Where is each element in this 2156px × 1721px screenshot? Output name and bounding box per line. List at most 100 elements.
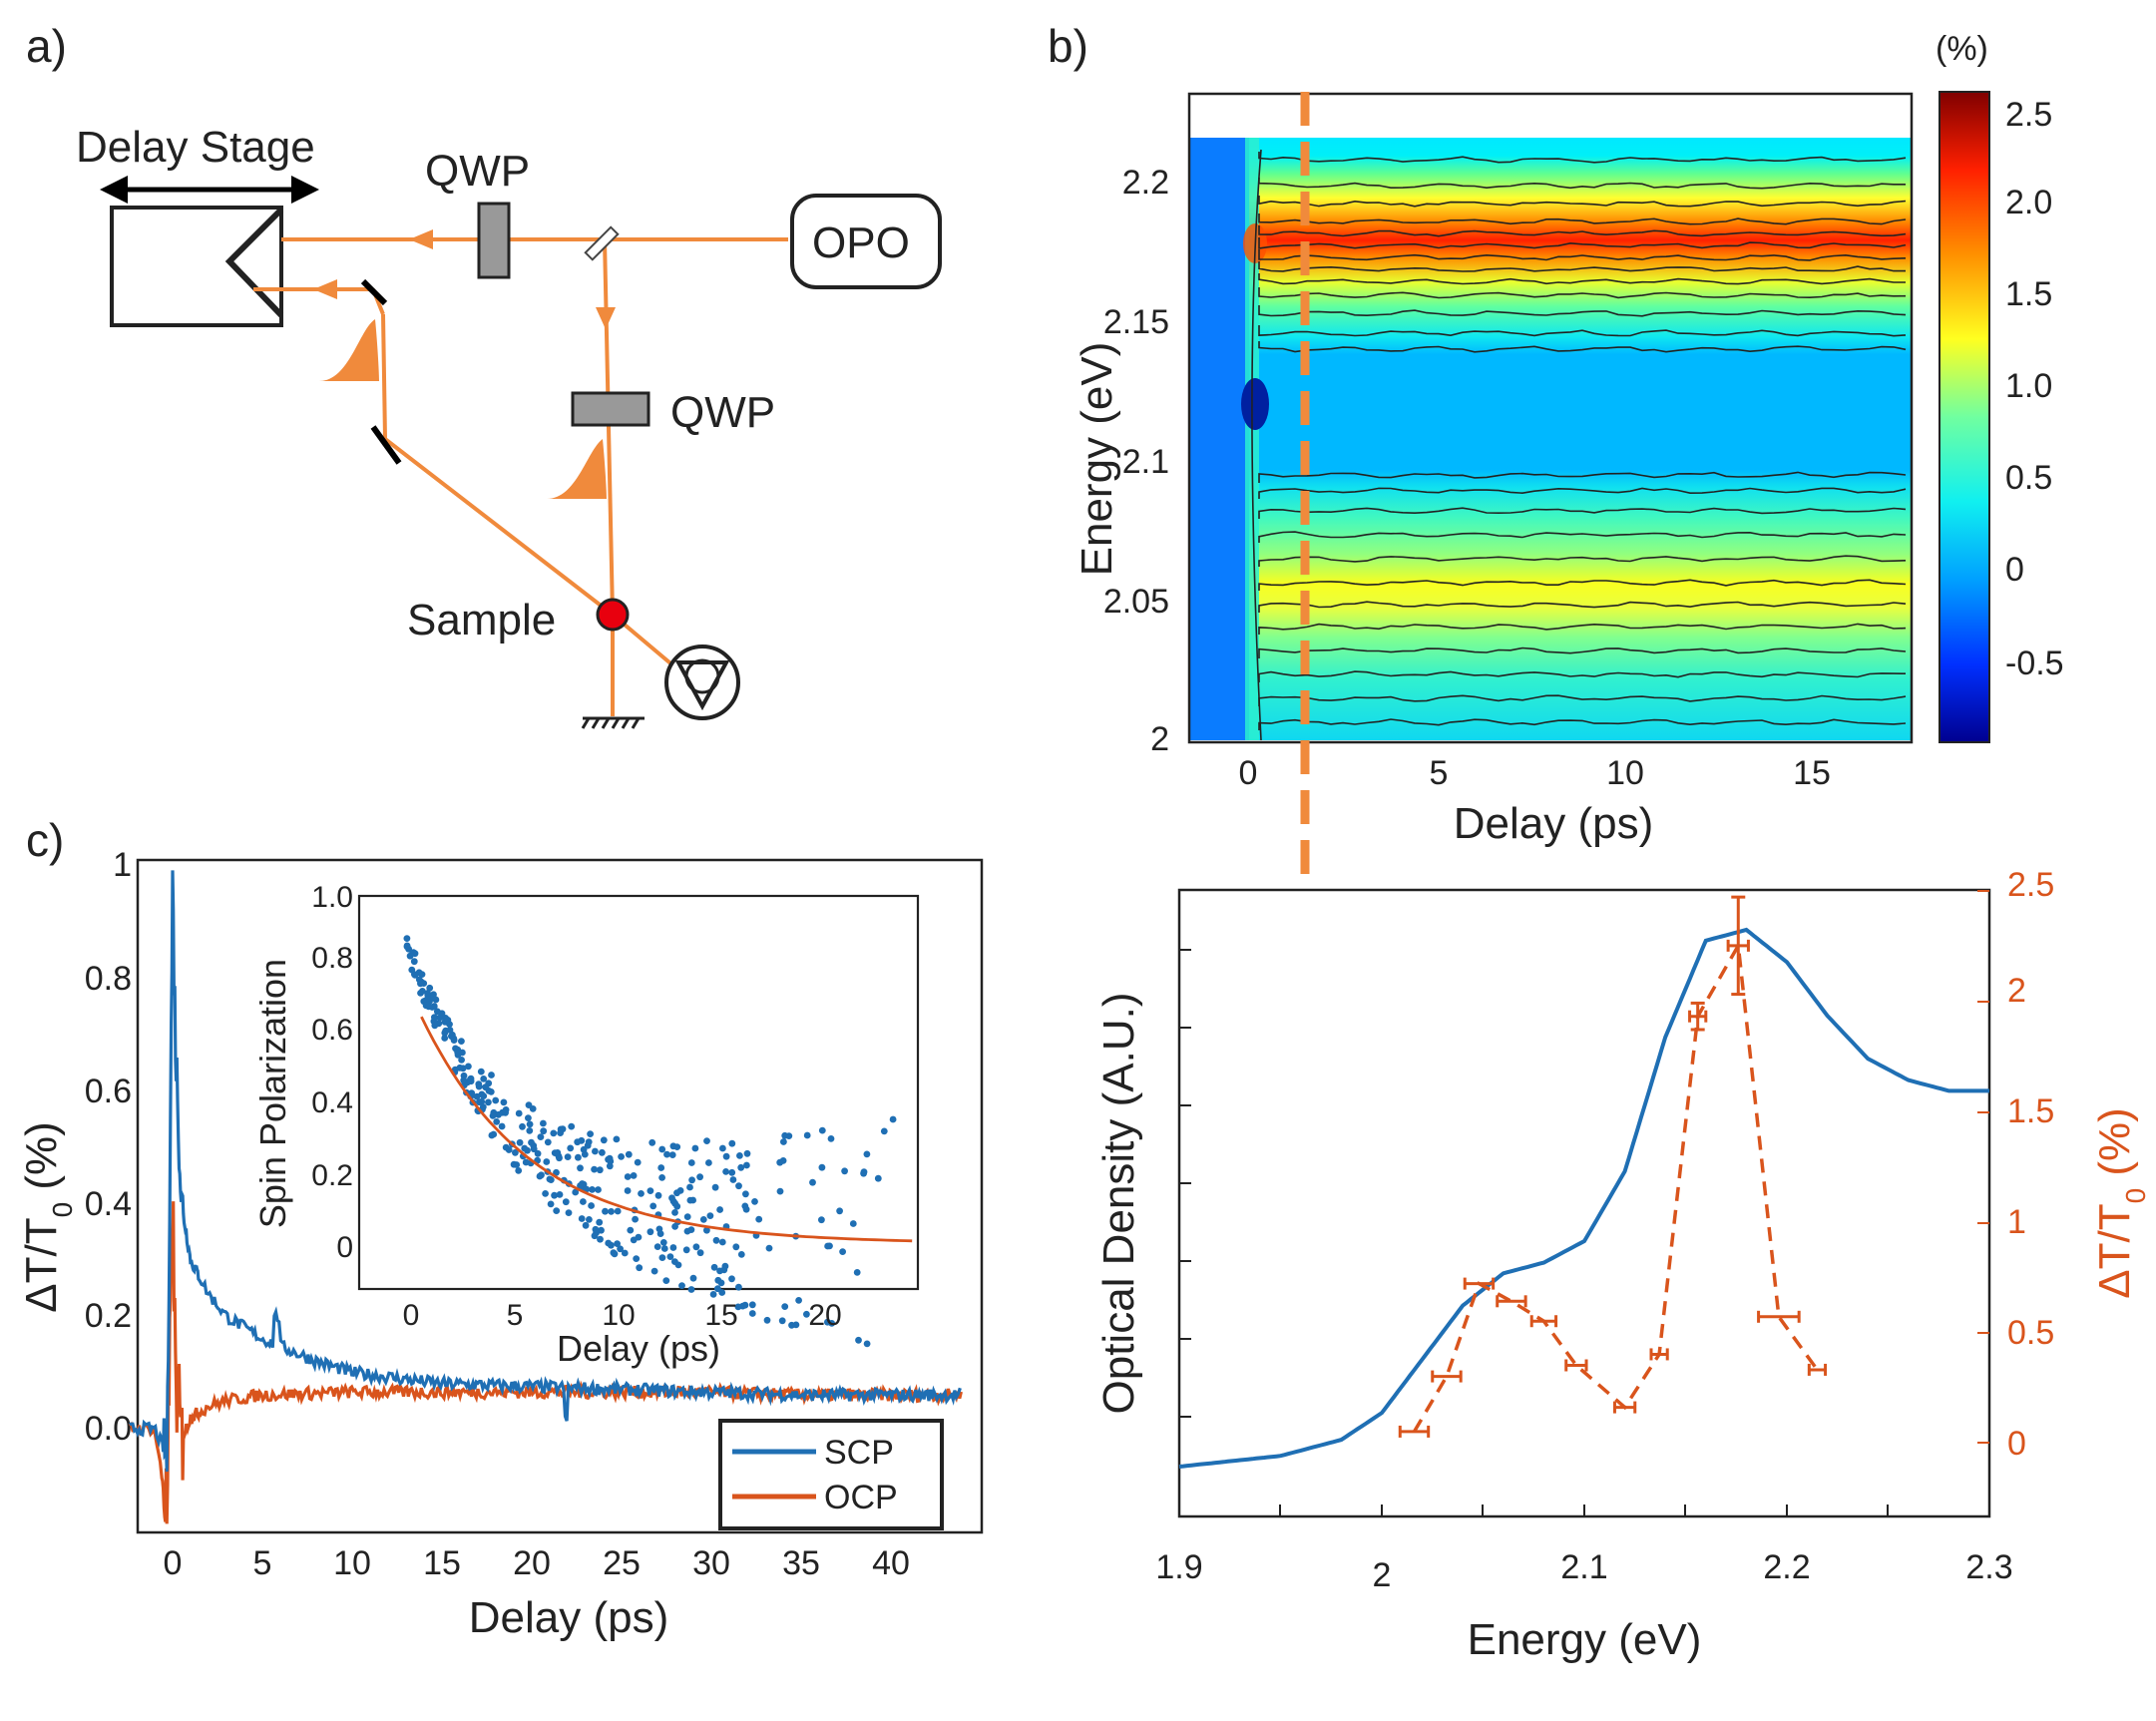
optical-setup-diagram: Delay Stage QWP QWP OP (76, 123, 942, 729)
data-point (565, 1209, 573, 1216)
data-point (485, 1098, 492, 1106)
data-point (648, 1138, 656, 1146)
qwp-mid (571, 391, 650, 427)
data-point (477, 1068, 485, 1076)
data-point (526, 1127, 534, 1134)
data-point (686, 1183, 693, 1191)
tick-label: 0.6 (85, 1073, 132, 1110)
data-point (678, 1282, 685, 1289)
data-point (515, 1167, 523, 1174)
contour-line (1258, 225, 1907, 237)
data-point (478, 1097, 486, 1105)
data-point (683, 1213, 691, 1220)
tick-label: 0 (1239, 754, 1258, 792)
data-point (580, 1198, 587, 1205)
mirror-icon (360, 278, 388, 306)
dt-error-bars (1398, 895, 1828, 1438)
contour-line (1258, 487, 1907, 499)
data-point (424, 990, 431, 997)
data-point (498, 1122, 506, 1130)
data-point (521, 1144, 529, 1152)
data-point (505, 1146, 513, 1153)
opo-label: OPO (812, 218, 910, 267)
data-point (460, 1076, 468, 1084)
data-point (654, 1191, 662, 1199)
data-point (417, 980, 424, 988)
contour-line (1258, 341, 1907, 353)
data-point (519, 1122, 526, 1130)
panel-label-b: b) (1048, 20, 1088, 72)
plot-c-x-axis-title: Delay (ps) (469, 1593, 669, 1642)
sample-label: Sample (407, 596, 556, 645)
data-point (574, 1138, 582, 1146)
contour-line (1258, 646, 1907, 658)
series-optical-density-line (1178, 927, 1989, 1469)
data-point (433, 1008, 441, 1016)
data-point (522, 1158, 530, 1166)
data-point (863, 1340, 871, 1348)
data-point (587, 1130, 594, 1137)
data-point (543, 1158, 551, 1165)
data-point (473, 1092, 481, 1100)
data-point (408, 966, 416, 974)
data-point (839, 1248, 846, 1255)
plot-bottom-y2-axis-title: ΔT/T0 (%) (2090, 1107, 2151, 1299)
tick-label: 40 (872, 1544, 910, 1582)
contour-line (1258, 305, 1907, 317)
plot-bottom-y-axis-title: Optical Density (A.U.) (1094, 993, 1143, 1415)
data-point (748, 1301, 756, 1309)
data-point (419, 988, 426, 995)
heatmap-negative-feature (1241, 378, 1269, 430)
data-point (755, 1215, 763, 1223)
data-point (706, 1212, 714, 1219)
tick-label: 2 (1373, 1556, 1392, 1594)
data-point (495, 1110, 502, 1118)
data-point (668, 1194, 675, 1202)
data-point (880, 1127, 888, 1135)
beam-splitter (584, 225, 620, 261)
data-point (551, 1191, 558, 1199)
data-point (889, 1115, 897, 1123)
data-point (687, 1226, 695, 1233)
data-point (502, 1106, 510, 1113)
data-point (673, 1143, 681, 1150)
data-point (556, 1154, 563, 1162)
data-point (547, 1176, 555, 1183)
qwp-top-label: QWP (425, 147, 530, 196)
data-point (824, 1318, 831, 1326)
tick-label: 2.2 (1763, 1548, 1810, 1586)
data-point (441, 1035, 449, 1042)
data-point (595, 1186, 602, 1193)
data-point (614, 1207, 622, 1215)
data-point (663, 1150, 670, 1158)
data-point (515, 1109, 523, 1117)
data-point (625, 1150, 633, 1158)
data-point (465, 1063, 472, 1071)
data-point (608, 1208, 615, 1215)
data-point (818, 1126, 826, 1134)
data-point (556, 1191, 564, 1198)
data-point (610, 1249, 618, 1257)
data-point (606, 1162, 614, 1170)
data-point (647, 1228, 654, 1236)
heatmap-chart: 0 5 10 15 2 2.05 2.1 2.15 2.2 Delay (ps)… (1073, 30, 2064, 1020)
data-point (630, 1236, 638, 1244)
tick-label: 35 (782, 1544, 820, 1582)
data-point (671, 1258, 678, 1265)
data-point (553, 1168, 560, 1176)
data-point (624, 1173, 632, 1180)
data-point (716, 1206, 723, 1213)
tick-label: 2.15 (1103, 303, 1169, 341)
plot-c-y-ticks: 0.0 0.2 0.4 0.6 0.8 1 (85, 846, 132, 1448)
data-point (742, 1190, 749, 1198)
data-point (479, 1103, 487, 1110)
data-point (743, 1161, 750, 1169)
data-point (737, 1251, 745, 1258)
data-point (431, 1014, 438, 1021)
data-point (647, 1187, 654, 1194)
data-point (547, 1200, 555, 1208)
data-point (729, 1176, 737, 1183)
contour-line (1258, 178, 1906, 190)
contour-line (1258, 325, 1907, 337)
contour-line (1258, 507, 1907, 519)
